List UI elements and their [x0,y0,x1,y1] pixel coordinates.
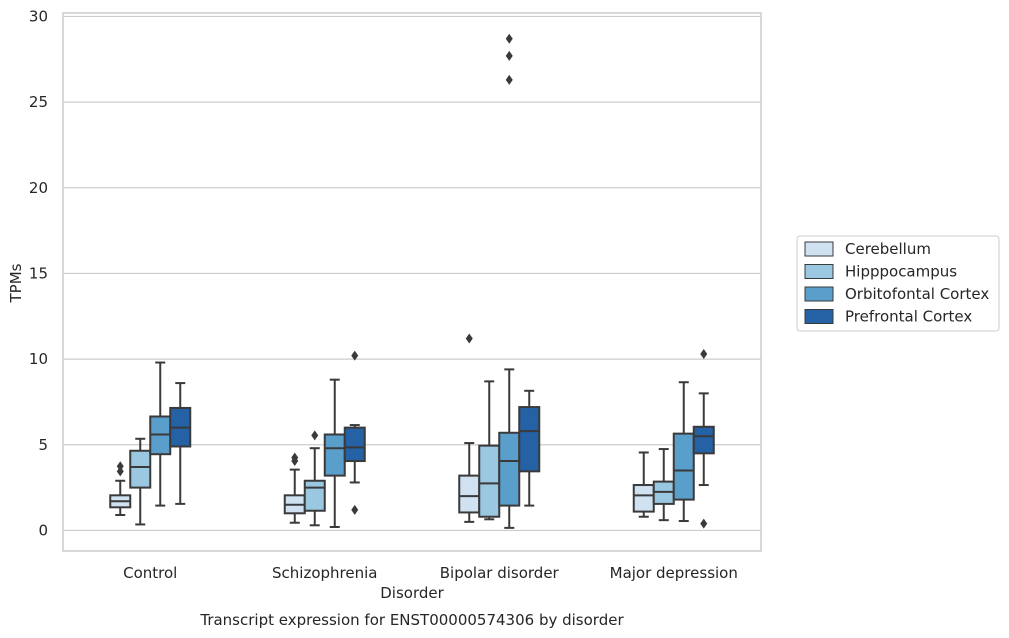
y-tick-label: 0 [38,521,48,539]
outlier-point [505,74,513,85]
outlier-point [116,466,124,477]
box-iqr [458,474,481,514]
box-1-4 [169,382,192,505]
y-axis-ticks: 0 5 10 15 20 25 30 [29,7,48,539]
box-2-1 [283,452,306,524]
box-iqr [323,433,346,477]
box-iqr [303,479,326,512]
box-2-4 [343,350,366,515]
outlier-point [351,504,359,515]
outlier-point [311,430,319,441]
outlier-point [505,33,513,44]
x-tick-label: Schizophrenia [272,564,377,582]
outlier-point [700,518,708,529]
legend-swatch [804,241,834,257]
outlier-point [700,348,708,359]
outlier-point [465,333,473,344]
legend-label: Prefrontal Cortex [845,308,972,326]
outlier-point [505,50,513,61]
legend-swatch [804,309,834,324]
plot-area-frame [62,12,762,552]
y-tick-label: 5 [38,436,48,454]
box-4-1 [632,451,655,518]
x-axis-ticks: Control Schizophrenia Bipolar disorder Majo… [123,564,738,582]
box-iqr [518,406,541,473]
legend-swatch [804,286,834,302]
y-tick-label: 10 [29,350,48,368]
box-2-2 [303,430,326,527]
x-tick-label: Control [123,564,177,582]
boxes [109,33,715,529]
y-tick-label: 30 [29,7,48,25]
legend: Cerebellum Hipppocampus Orbitofontal Corte… [796,235,1000,332]
box-iqr [632,484,655,513]
box-4-2 [652,448,675,522]
box-3-1 [458,333,481,523]
legend-label: Orbitofontal Cortex [845,285,989,303]
y-axis-label: TPMs [7,263,25,303]
x-axis-label: Disorder [380,584,444,602]
box-3-4 [518,389,541,507]
chart-caption: Transcript expression for ENST0000057430… [199,611,624,629]
box-3-2 [478,380,501,521]
legend-label: Hipppocampus [845,263,957,281]
box-4-4 [692,348,715,529]
outlier-point [291,452,299,463]
y-tick-label: 25 [29,93,48,111]
box-4-3 [672,381,695,523]
legend-swatch [804,264,834,279]
y-tick-label: 20 [29,179,48,197]
x-tick-label: Major depression [610,564,738,582]
box-1-2 [129,437,152,526]
box-1-3 [149,361,172,507]
box-1-1 [109,461,132,517]
legend-label: Cerebellum [845,240,931,258]
legend-frame [796,235,1000,332]
box-iqr [478,444,501,518]
box-iqr [692,425,715,455]
y-tick-label: 15 [29,264,48,282]
box-iqr [129,449,152,489]
box-iqr [672,432,695,501]
box-iqr [343,426,366,463]
box-iqr [498,431,521,507]
outlier-point [116,461,124,472]
outlier-point [351,350,359,361]
box-3-3 [498,33,521,529]
box-2-3 [323,378,346,529]
x-tick-label: Bipolar disorder [440,564,560,582]
